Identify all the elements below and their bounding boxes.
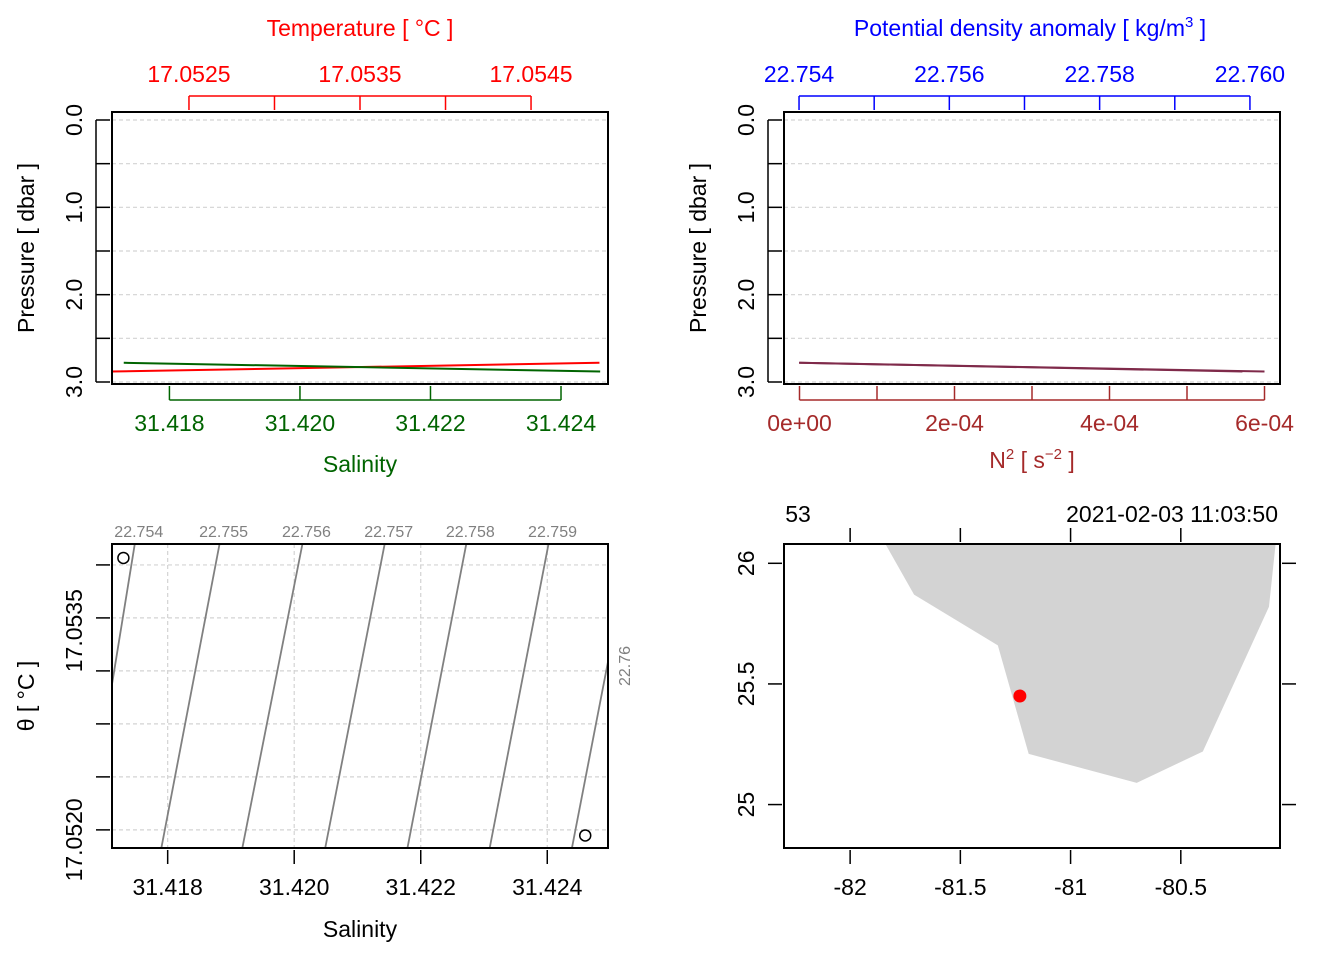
station-label: 53 (785, 501, 811, 527)
bottom-tick-label: 4e-04 (1080, 410, 1139, 436)
left-tick-label: 25 (733, 792, 759, 818)
station-map-panel: -82 -81.5 -81 -80.5 25 25.5 26 53 2021-02-03 … (733, 501, 1296, 900)
temperature-axis: 17.0525 17.0535 17.0545 (147, 61, 573, 110)
top-tick-label: 22.758 (1064, 61, 1134, 87)
isopycnal-line (241, 544, 304, 848)
datetime-label: 2021-02-03 11:03:50 (1066, 501, 1278, 527)
isopycnal-line (324, 544, 386, 848)
salinity-axis-title: Salinity (323, 916, 398, 942)
density-n2-profile-panel: 22.754 22.756 22.758 22.760 0e+00 2e-04 4e-04… (685, 14, 1294, 473)
isopycnal-line (571, 656, 608, 848)
land-area (885, 544, 1276, 783)
top-tick-label: 22.754 (764, 61, 835, 87)
left-tick-label: 17.0520 (61, 798, 87, 881)
isopycnal-label: 22.758 (446, 524, 495, 541)
profile-lines (799, 361, 1265, 373)
left-tick-label: 1.0 (733, 191, 759, 223)
grid-lines (112, 119, 608, 383)
density-axis-title: Potential density anomaly [ kg/m3 ] (854, 14, 1206, 41)
longitude-axis: -82 -81.5 -81 -80.5 (834, 850, 1207, 900)
temperature-axis-title: Temperature [ °C ] (267, 15, 454, 41)
salinity-axis-title: Salinity (323, 451, 398, 477)
ts-points (117, 551, 592, 842)
isopycnal-label: 22.755 (199, 524, 248, 541)
bottom-tick-label: 31.418 (132, 874, 202, 900)
bottom-tick-label: 31.420 (259, 874, 329, 900)
plot-frame (111, 543, 609, 849)
bottom-tick-label: -81 (1054, 874, 1087, 900)
pressure-axis: 0.0 1.0 2.0 3.0 (61, 104, 110, 398)
bottom-tick-label: 31.418 (134, 410, 204, 436)
ts-point (117, 551, 130, 565)
temperature-salinity-profile-panel: 17.0525 17.0535 17.0545 31.418 31.420 31.422… (13, 15, 609, 477)
left-tick-label: 26 (733, 551, 759, 577)
pressure-axis-title: Pressure [ dbar ] (13, 163, 39, 333)
latitude-axis: 25 25.5 26 (733, 551, 782, 818)
salinity-axis: 31.418 31.420 31.422 31.424 (132, 850, 583, 900)
station-marker (1013, 689, 1027, 703)
bottom-tick-label: 31.422 (386, 874, 456, 900)
top-tick-label: 22.756 (914, 61, 984, 87)
top-tick-label: 17.0525 (147, 61, 230, 87)
left-tick-label: 2.0 (61, 279, 87, 311)
pressure-axis: 0.0 1.0 2.0 3.0 (733, 104, 782, 398)
latitude-axis-right (1282, 562, 1296, 806)
series-line-salinity (123, 361, 601, 373)
top-tick-label: 22.760 (1215, 61, 1285, 87)
bottom-tick-label: 0e+00 (767, 410, 832, 436)
station-dot (1013, 689, 1027, 703)
bottom-tick-label: -80.5 (1155, 874, 1207, 900)
bottom-tick-label: -81.5 (934, 874, 986, 900)
isopycnal-line (112, 544, 136, 690)
left-tick-label: 2.0 (733, 279, 759, 311)
n2-axis-title: N2 [ s−2 ] (989, 446, 1075, 473)
left-tick-label: 3.0 (61, 366, 87, 398)
theta-axis-title: θ [ °C ] (13, 661, 39, 732)
left-tick-label: 17.0535 (61, 589, 87, 672)
theta-axis: 17.0520 17.0535 (61, 564, 110, 881)
isopycnal-labels: 22.754 22.755 22.756 22.757 22.758 22.759 22.7… (114, 524, 634, 686)
bottom-tick-label: 31.422 (395, 410, 465, 436)
bottom-tick-label: 31.420 (265, 410, 335, 436)
isopycnal-label: 22.759 (528, 524, 577, 541)
isopycnal-line (160, 544, 221, 848)
isopycnal-line (488, 544, 550, 848)
bottom-tick-label: 6e-04 (1235, 410, 1294, 436)
isopycnal-label: 22.756 (282, 524, 331, 541)
isopycnal-line (406, 544, 468, 848)
grid-lines (784, 119, 1280, 383)
left-tick-label: 0.0 (733, 104, 759, 136)
isopycnal-label: 22.76 (617, 646, 634, 686)
ts-point (578, 829, 592, 842)
bottom-tick-label: 31.424 (512, 874, 583, 900)
bottom-tick-label: 31.424 (526, 410, 597, 436)
plot-frame (783, 543, 1281, 849)
grid-lines (112, 544, 608, 848)
isopycnal-lines (112, 544, 608, 848)
left-tick-label: 1.0 (61, 191, 87, 223)
left-tick-label: 0.0 (61, 104, 87, 136)
left-tick-label: 3.0 (733, 366, 759, 398)
pressure-axis-title: Pressure [ dbar ] (685, 163, 711, 333)
plot-frame (783, 111, 1281, 385)
land-polygon (885, 544, 1276, 783)
density-axis: 22.754 22.756 22.758 22.760 (764, 61, 1285, 110)
n2-axis: 0e+00 2e-04 4e-04 6e-04 (767, 386, 1294, 436)
profile-lines (111, 361, 601, 373)
top-tick-label: 17.0535 (318, 61, 401, 87)
isopycnal-label: 22.757 (364, 524, 413, 541)
bottom-tick-label: 2e-04 (925, 410, 984, 436)
top-tick-label: 17.0545 (489, 61, 572, 87)
bottom-tick-label: -82 (834, 874, 867, 900)
left-tick-label: 25.5 (733, 662, 759, 707)
salinity-axis: 31.418 31.420 31.422 31.424 (134, 386, 596, 436)
series-line-n2 (799, 361, 1265, 373)
isopycnal-label: 22.754 (114, 524, 163, 541)
plot-frame (111, 111, 609, 385)
top-axis (849, 528, 1182, 542)
ts-diagram-panel: 22.754 22.755 22.756 22.757 22.758 22.759 22.7… (13, 524, 634, 942)
